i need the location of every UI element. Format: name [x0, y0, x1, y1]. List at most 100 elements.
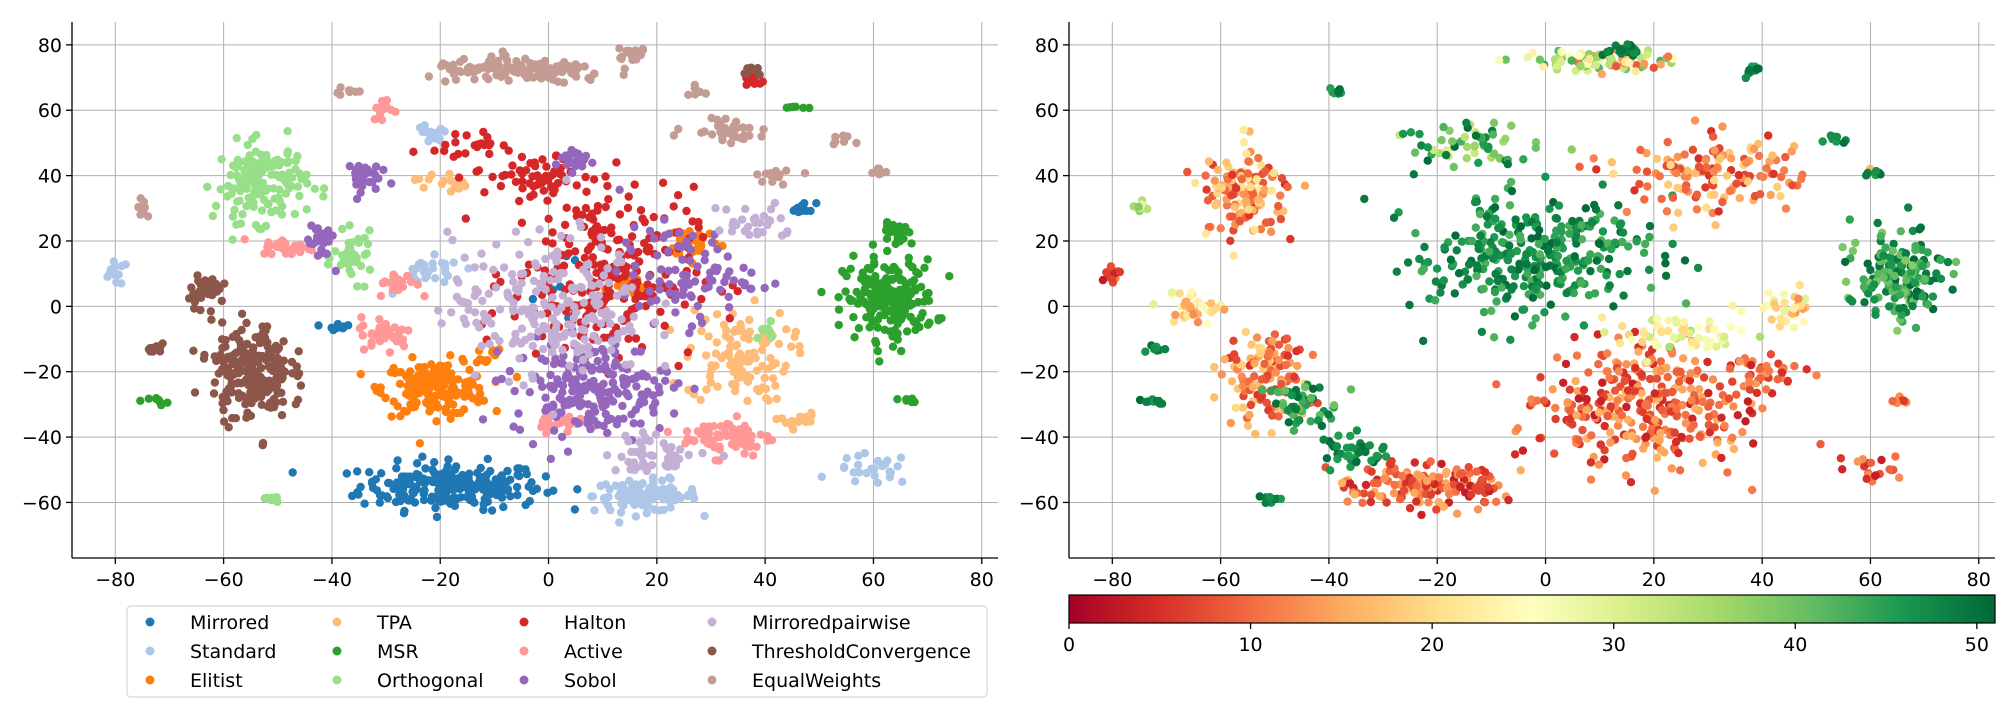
legend-label: Halton	[564, 612, 626, 634]
scatter-point	[945, 272, 954, 281]
legend-marker	[332, 617, 342, 627]
scatter-point	[477, 249, 486, 258]
scatter-point	[541, 393, 550, 402]
scatter-point	[105, 269, 114, 278]
scatter-point	[1818, 137, 1827, 146]
scatter-point	[789, 206, 798, 215]
scatter-point	[1464, 463, 1473, 472]
scatter-point	[352, 194, 362, 204]
scatter-point	[1282, 334, 1292, 343]
scatter-point	[381, 393, 390, 403]
scatter-point	[1871, 471, 1880, 480]
scatter-point	[1452, 509, 1462, 518]
scatter-point	[443, 227, 452, 236]
scatter-point	[413, 280, 422, 289]
scatter-point	[441, 140, 450, 150]
scatter-point	[884, 266, 893, 275]
scatter-point	[607, 345, 616, 355]
scatter-point	[1920, 274, 1930, 284]
scatter-point	[1252, 175, 1261, 184]
scatter-point	[620, 64, 629, 73]
scatter-point	[1622, 402, 1631, 412]
scatter-point	[1895, 473, 1904, 482]
scatter-point	[235, 175, 244, 185]
scatter-point	[1622, 360, 1631, 369]
scatter-point	[1575, 162, 1584, 171]
scatter-point	[1657, 327, 1666, 337]
scatter-point	[1292, 347, 1301, 356]
scatter-point	[1624, 242, 1633, 251]
scatter-point	[1267, 186, 1276, 195]
scatter-point	[1901, 256, 1910, 265]
scatter-point	[1709, 324, 1719, 334]
scatter-point	[1582, 405, 1591, 415]
scatter-point	[726, 360, 735, 370]
scatter-point	[528, 341, 537, 351]
scatter-point	[1642, 399, 1652, 409]
scatter-point	[416, 373, 425, 382]
scatter-point	[1693, 263, 1703, 273]
scatter-point	[1623, 40, 1632, 49]
scatter-point	[1895, 290, 1905, 299]
scatter-point	[496, 473, 505, 483]
scatter-point	[766, 353, 775, 363]
scatter-point	[711, 204, 720, 213]
scatter-point	[136, 396, 145, 405]
scatter-point	[1462, 118, 1471, 128]
scatter-point	[839, 137, 849, 146]
scatter-point	[1419, 264, 1428, 274]
scatter-point	[612, 420, 622, 429]
scatter-point	[1440, 243, 1449, 252]
scatter-point	[690, 384, 699, 393]
scatter-point	[1918, 292, 1927, 301]
scatter-point	[565, 361, 574, 370]
scatter-point	[1660, 251, 1670, 261]
scatter-point	[671, 490, 680, 499]
scatter-point	[581, 172, 590, 182]
scatter-point	[588, 158, 597, 167]
scatter-point	[906, 278, 915, 287]
scatter-point	[446, 176, 456, 185]
scatter-point	[1737, 307, 1746, 316]
scatter-point	[145, 344, 155, 353]
scatter-point	[400, 406, 409, 416]
scatter-point	[934, 316, 943, 325]
scatter-point	[267, 170, 276, 179]
scatter-point	[491, 283, 501, 292]
scatter-point	[473, 468, 482, 478]
scatter-point	[1607, 244, 1616, 254]
scatter-point	[1895, 304, 1904, 313]
scatter-point	[370, 382, 379, 392]
scatter-point	[461, 181, 470, 191]
scatter-point	[873, 456, 883, 466]
scatter-point	[807, 408, 816, 417]
scatter-point	[724, 292, 733, 302]
scatter-point	[1276, 191, 1285, 200]
scatter-point	[1271, 368, 1281, 377]
scatter-point	[751, 66, 760, 75]
scatter-point	[633, 290, 642, 299]
scatter-point	[599, 271, 608, 280]
scatter-point	[351, 170, 360, 180]
scatter-point	[437, 479, 447, 488]
scatter-point	[437, 319, 446, 328]
scatter-point	[360, 250, 369, 260]
scatter-point	[555, 418, 565, 428]
scatter-point	[263, 338, 272, 347]
scatter-point	[277, 210, 287, 219]
scatter-point	[649, 408, 658, 417]
scatter-point	[659, 439, 668, 448]
scatter-point	[1600, 328, 1609, 337]
scatter-point	[588, 291, 597, 300]
scatter-point	[630, 180, 639, 189]
scatter-point	[344, 86, 354, 95]
scatter-point	[1606, 438, 1615, 447]
scatter-point	[218, 318, 227, 327]
scatter-point	[736, 320, 745, 329]
scatter-point	[374, 329, 384, 338]
scatter-point	[1107, 275, 1117, 284]
scatter-point	[588, 253, 598, 262]
scatter-point	[1479, 284, 1488, 293]
scatter-point	[1306, 417, 1315, 426]
scatter-point	[507, 270, 517, 279]
